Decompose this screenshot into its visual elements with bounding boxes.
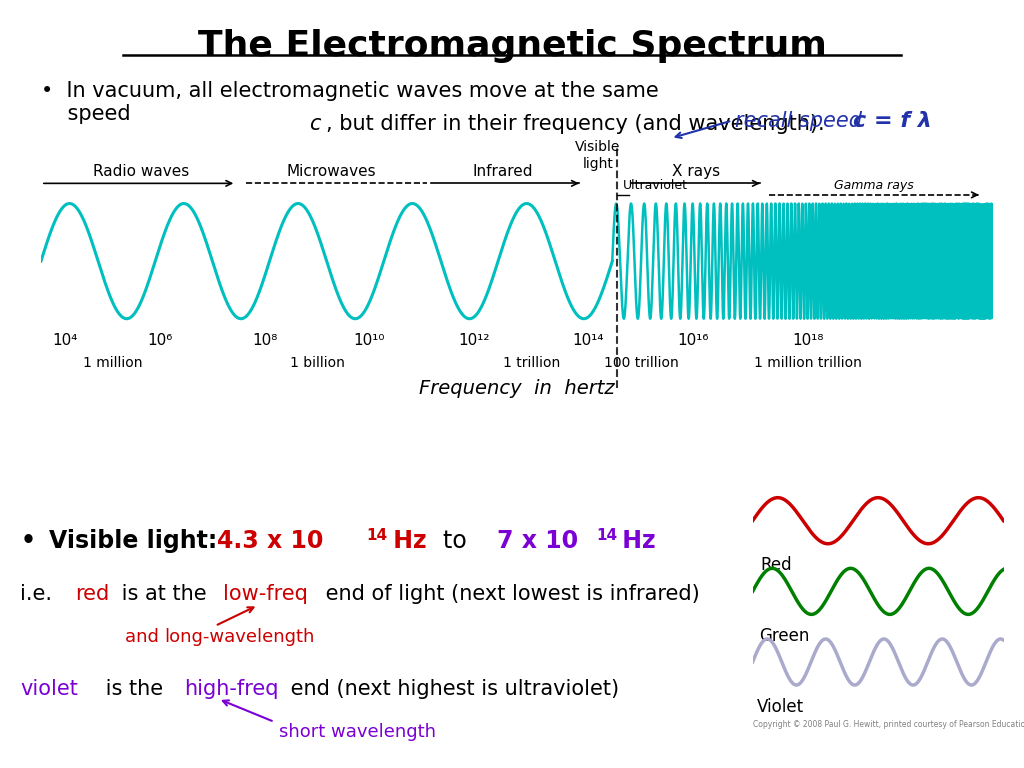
- Text: 10¹⁸: 10¹⁸: [792, 333, 823, 348]
- Text: Radio waves: Radio waves: [93, 164, 189, 180]
- Text: Hz: Hz: [614, 528, 656, 553]
- Text: 10¹⁰: 10¹⁰: [353, 333, 385, 348]
- Text: Infrared: Infrared: [473, 164, 534, 180]
- Text: , but differ in their frequency (and wavelength).: , but differ in their frequency (and wav…: [326, 114, 824, 134]
- Text: Gamma rays: Gamma rays: [835, 179, 914, 192]
- Text: low-freq: low-freq: [223, 584, 308, 604]
- Text: Red: Red: [761, 556, 793, 574]
- Text: Violet: Violet: [758, 697, 805, 716]
- Text: 1 trillion: 1 trillion: [503, 356, 560, 370]
- Text: end of light (next lowest is infrared): end of light (next lowest is infrared): [319, 584, 700, 604]
- Text: 4.3 x 10: 4.3 x 10: [217, 528, 324, 553]
- Text: Green: Green: [759, 627, 809, 645]
- Text: to: to: [428, 528, 481, 553]
- Text: Ultraviolet: Ultraviolet: [623, 179, 688, 192]
- Text: 10⁶: 10⁶: [147, 333, 173, 348]
- Text: Frequency  in  hertz: Frequency in hertz: [419, 379, 615, 398]
- Text: 7 x 10: 7 x 10: [497, 528, 578, 553]
- Text: long-wavelength: long-wavelength: [164, 628, 314, 647]
- Text: is the: is the: [99, 679, 170, 699]
- Text: •: •: [20, 528, 36, 553]
- Text: end (next highest is ultraviolet): end (next highest is ultraviolet): [284, 679, 618, 699]
- Text: i.e.: i.e.: [20, 584, 59, 604]
- Text: 1 billion: 1 billion: [290, 356, 344, 370]
- Text: violet: violet: [20, 679, 79, 699]
- Text: •  In vacuum, all electromagnetic waves move at the same
    speed: • In vacuum, all electromagnetic waves m…: [41, 81, 658, 124]
- Text: Visible
light: Visible light: [575, 141, 621, 170]
- Text: is at the: is at the: [115, 584, 213, 604]
- Text: Visible light:: Visible light:: [49, 528, 225, 553]
- Text: short wavelength: short wavelength: [279, 723, 435, 741]
- Text: 10⁸: 10⁸: [252, 333, 278, 348]
- Text: Microwaves: Microwaves: [287, 164, 376, 180]
- Text: c = f λ: c = f λ: [853, 111, 932, 131]
- Text: 14: 14: [596, 528, 617, 543]
- Text: 1 million trillion: 1 million trillion: [754, 356, 861, 370]
- Text: 10¹⁴: 10¹⁴: [572, 333, 604, 348]
- Text: Copyright © 2008 Paul G. Hewitt, printed courtesy of Pearson Education Inc., pub: Copyright © 2008 Paul G. Hewitt, printed…: [753, 720, 1024, 730]
- Text: and: and: [125, 628, 165, 647]
- Text: 10¹⁶: 10¹⁶: [678, 333, 709, 348]
- Text: X rays: X rays: [672, 164, 720, 180]
- Text: 14: 14: [367, 528, 388, 543]
- Text: recall speed: recall speed: [735, 111, 868, 131]
- Text: 1 million: 1 million: [83, 356, 142, 370]
- Text: 10⁴: 10⁴: [52, 333, 78, 348]
- Text: Hz: Hz: [385, 528, 427, 553]
- Text: high-freq: high-freq: [184, 679, 279, 699]
- Text: The Electromagnetic Spectrum: The Electromagnetic Spectrum: [198, 29, 826, 63]
- Text: red: red: [75, 584, 109, 604]
- Text: c: c: [309, 114, 321, 134]
- Text: 100 trillion: 100 trillion: [603, 356, 678, 370]
- Text: 10¹²: 10¹²: [459, 333, 490, 348]
